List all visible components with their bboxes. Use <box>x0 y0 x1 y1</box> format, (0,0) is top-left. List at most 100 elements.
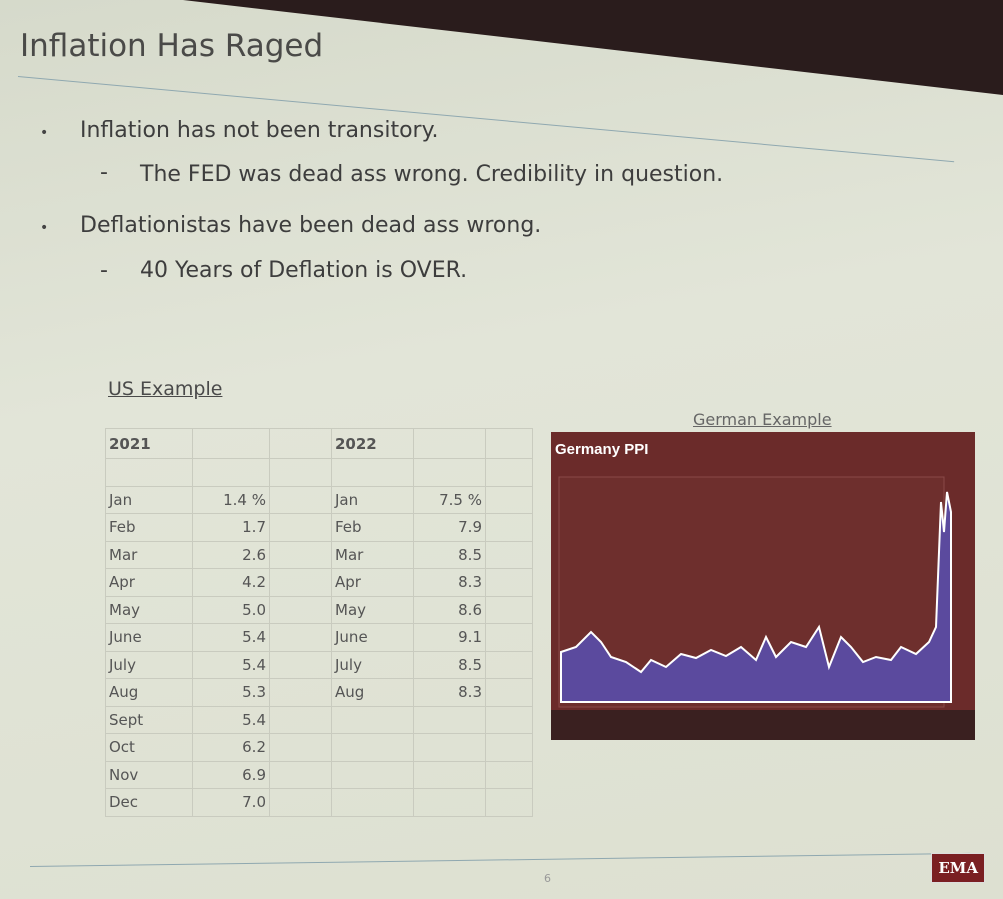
table-cell <box>413 458 486 487</box>
table-cell: May <box>331 595 414 624</box>
table-cell <box>331 788 414 817</box>
table-cell <box>331 760 414 789</box>
table-cell: 6.2 <box>192 733 270 762</box>
table-cell <box>485 678 533 707</box>
table-cell: 8.3 <box>413 678 486 707</box>
table-cell: May <box>105 595 193 624</box>
us-example-label: US Example <box>108 378 223 400</box>
table-cell <box>413 788 486 817</box>
table-cell: July <box>331 650 414 679</box>
table-cell <box>269 458 332 487</box>
chart-title: Germany PPI <box>555 441 648 458</box>
table-cell: 7.5 % <box>413 485 486 514</box>
table-cell <box>192 428 270 459</box>
table-cell <box>485 595 533 624</box>
table-cell: 8.6 <box>413 595 486 624</box>
table-cell: Feb <box>331 513 414 542</box>
table-cell: Sept <box>105 705 193 734</box>
table-row: July 5.4 July 8.5 <box>105 650 533 679</box>
table-cell: 5.4 <box>192 650 270 679</box>
table-row <box>105 458 533 487</box>
table-cell <box>105 458 193 487</box>
table-cell <box>485 760 533 789</box>
table-cell <box>269 513 332 542</box>
table-cell <box>413 733 486 762</box>
table-cell <box>269 623 332 652</box>
table-cell <box>269 650 332 679</box>
table-cell <box>269 760 332 789</box>
table-cell: 7.0 <box>192 788 270 817</box>
page-number: 6 <box>544 872 551 885</box>
bullet: • <box>40 125 49 141</box>
table-row: Jan 1.4 % Jan 7.5 % <box>105 485 533 514</box>
x-axis-band <box>551 710 975 740</box>
dash: - <box>100 258 108 283</box>
table-cell <box>269 428 332 459</box>
table-cell <box>269 733 332 762</box>
table-cell: 5.4 <box>192 623 270 652</box>
table-row: Dec 7.0 <box>105 788 533 817</box>
table-cell: Oct <box>105 733 193 762</box>
table-row: 2021 2022 <box>105 428 533 459</box>
table-cell <box>269 485 332 514</box>
table-cell <box>485 623 533 652</box>
table-cell <box>269 568 332 597</box>
table-cell: 2022 <box>331 428 414 459</box>
table-cell: Apr <box>331 568 414 597</box>
table-row: Nov 6.9 <box>105 760 533 789</box>
table-cell <box>413 760 486 789</box>
germany-chart: Germany PPI <box>551 432 975 740</box>
table-cell: 2.6 <box>192 540 270 569</box>
table-cell: 5.3 <box>192 678 270 707</box>
table-cell: Apr <box>105 568 193 597</box>
table-cell <box>485 650 533 679</box>
bullet-text: Inflation has not been transitory. <box>80 118 439 143</box>
table-cell: Mar <box>105 540 193 569</box>
table-cell: 2021 <box>105 428 193 459</box>
table-cell <box>269 788 332 817</box>
table-cell <box>413 428 486 459</box>
table-cell: 8.5 <box>413 650 486 679</box>
german-example-label: German Example <box>693 410 832 429</box>
table-cell: 7.9 <box>413 513 486 542</box>
table-row: Apr 4.2 Apr 8.3 <box>105 568 533 597</box>
table-cell: Jan <box>331 485 414 514</box>
table-row: Oct 6.2 <box>105 733 533 762</box>
table-row: Feb 1.7 Feb 7.9 <box>105 513 533 542</box>
bullet: • <box>40 220 49 236</box>
table-cell: 5.0 <box>192 595 270 624</box>
table-cell <box>485 733 533 762</box>
table-row: June 5.4 June 9.1 <box>105 623 533 652</box>
table-cell <box>269 678 332 707</box>
table-row: Mar 2.6 Mar 8.5 <box>105 540 533 569</box>
table-cell <box>485 540 533 569</box>
table-cell <box>331 705 414 734</box>
table-cell: 8.5 <box>413 540 486 569</box>
dash: - <box>100 160 108 185</box>
table-cell <box>269 540 332 569</box>
bullet-text: Deflationistas have been dead ass wrong. <box>80 213 542 238</box>
table-cell: 9.1 <box>413 623 486 652</box>
table-cell: Feb <box>105 513 193 542</box>
table-cell: June <box>105 623 193 652</box>
table-cell: Nov <box>105 760 193 789</box>
table-cell <box>485 705 533 734</box>
table-cell <box>331 458 414 487</box>
table-cell <box>192 458 270 487</box>
table-cell: Aug <box>105 678 193 707</box>
table-row: Sept 5.4 <box>105 705 533 734</box>
table-cell <box>485 788 533 817</box>
table-cell: Mar <box>331 540 414 569</box>
table-row: May 5.0 May 8.6 <box>105 595 533 624</box>
table-cell: 8.3 <box>413 568 486 597</box>
footer-rule <box>29 852 970 867</box>
table-cell <box>485 513 533 542</box>
table-cell <box>485 428 533 459</box>
table-cell: Jan <box>105 485 193 514</box>
table-cell: 4.2 <box>192 568 270 597</box>
table-cell: July <box>105 650 193 679</box>
dark-corner <box>183 0 1003 95</box>
logo: EMA <box>931 853 985 883</box>
table-cell <box>485 568 533 597</box>
